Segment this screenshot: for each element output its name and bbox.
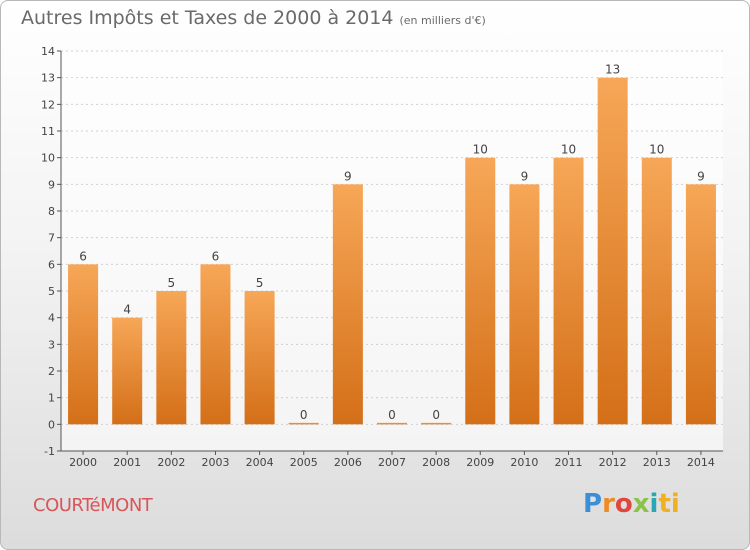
x-tick-label: 2004: [246, 456, 274, 469]
bar: [597, 77, 628, 425]
data-label: 10: [561, 143, 576, 157]
y-tick-label: 3: [48, 338, 55, 351]
y-tick-label: 5: [48, 285, 55, 298]
data-label: 5: [256, 276, 264, 290]
y-tick-label: 7: [48, 232, 55, 245]
y-tick-label: -1: [44, 445, 55, 458]
chart-unit: (en milliers d'€): [399, 14, 486, 27]
bar: [553, 157, 584, 425]
x-tick-label: 2002: [157, 456, 185, 469]
data-label: 10: [473, 143, 488, 157]
x-tick-label: 2012: [599, 456, 627, 469]
data-label: 5: [168, 276, 176, 290]
data-label: 4: [123, 303, 131, 317]
data-label: 6: [79, 249, 87, 263]
x-tick-label: 2005: [290, 456, 318, 469]
data-label: 9: [697, 169, 705, 183]
x-tick-label: 2007: [378, 456, 406, 469]
x-tick-label: 2014: [687, 456, 715, 469]
data-label: 9: [521, 169, 529, 183]
logo-letter: P: [583, 489, 603, 519]
x-tick-label: 2009: [466, 456, 494, 469]
logo-letter: x: [632, 489, 650, 519]
bar: [288, 422, 319, 425]
x-tick-label: 2011: [555, 456, 583, 469]
data-label: 9: [344, 169, 352, 183]
y-tick-label: 6: [48, 258, 55, 271]
y-tick-label: 12: [41, 98, 55, 111]
bar: [509, 184, 540, 425]
proxiti-logo: Proxiti: [583, 489, 680, 519]
bar: [200, 264, 231, 425]
data-label: 10: [649, 143, 664, 157]
y-tick-label: 4: [48, 312, 55, 325]
x-tick-label: 2013: [643, 456, 671, 469]
y-tick-label: 0: [48, 418, 55, 431]
x-tick-label: 2001: [113, 456, 141, 469]
data-label: 6: [212, 249, 220, 263]
bar: [68, 264, 99, 425]
y-tick-label: 1: [48, 392, 55, 405]
bar: [641, 157, 672, 425]
y-tick-label: 14: [41, 45, 55, 58]
data-label: 0: [432, 408, 440, 422]
logo-letter: i: [649, 489, 659, 519]
data-label: 0: [388, 408, 396, 422]
x-tick-label: 2010: [510, 456, 538, 469]
logo-letter: r: [602, 489, 615, 519]
bar: [685, 184, 716, 425]
y-tick-label: 2: [48, 365, 55, 378]
data-label: 13: [605, 63, 620, 77]
y-tick-label: 13: [41, 72, 55, 85]
x-tick-label: 2006: [334, 456, 362, 469]
logo-letter: ti: [658, 489, 680, 519]
chart-title-text: Autres Impôts et Taxes de 2000 à 2014: [21, 7, 394, 29]
data-label: 0: [300, 408, 308, 422]
logo-letter: o: [614, 489, 633, 519]
bar: [332, 184, 363, 425]
x-tick-label: 2003: [201, 456, 229, 469]
bar: [376, 422, 408, 425]
y-tick-label: 10: [41, 152, 55, 165]
x-tick-label: 2000: [69, 456, 97, 469]
bar: [112, 317, 143, 425]
x-tick-label: 2008: [422, 456, 450, 469]
bar: [244, 291, 275, 425]
y-tick-label: 9: [48, 178, 55, 191]
y-tick-label: 11: [41, 125, 55, 138]
bar: [421, 422, 452, 425]
y-tick-label: 8: [48, 205, 55, 218]
bar: [465, 157, 496, 425]
chart-title: Autres Impôts et Taxes de 2000 à 2014 (en…: [21, 7, 486, 29]
town-name: COURTéMONT: [33, 495, 153, 516]
bar: [156, 291, 187, 425]
